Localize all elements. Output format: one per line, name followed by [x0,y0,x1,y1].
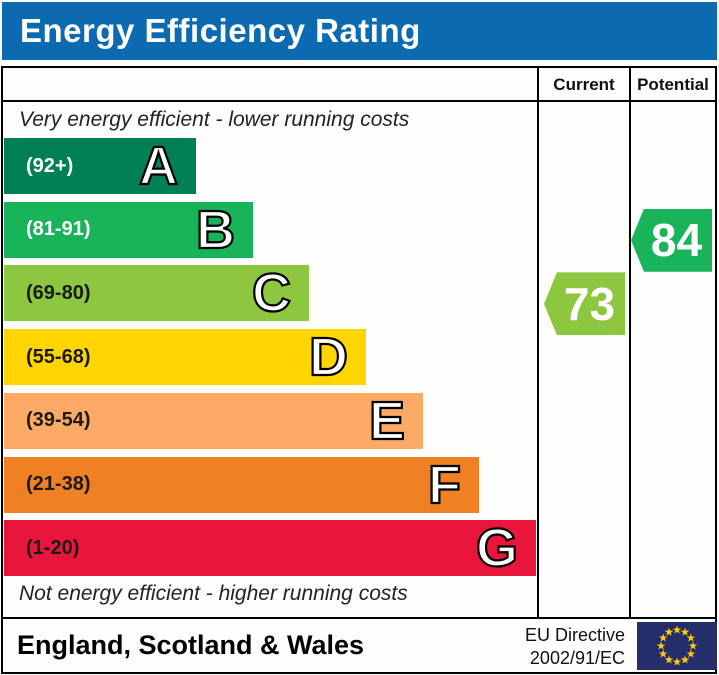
eu-flag-star [658,649,668,658]
bottom-caption: Not energy efficient - higher running co… [19,582,408,605]
band-letter: E [368,390,406,451]
band-row-a: (92+) A [4,136,196,196]
eu-flag-star [680,655,690,664]
eu-directive-line2: 2002/91/EC [529,647,625,668]
band-row-c: (69-80) C [4,263,309,324]
band-range-label: (39-54) [26,409,91,432]
band-letter: D [308,327,349,388]
eu-flag-star [658,633,668,642]
current-rating-value: 73 [563,277,616,330]
potential-column-header: Potential [637,75,709,94]
footer-region-label: England, Scotland & Wales [17,630,365,660]
eu-directive-line1: EU Directive [524,625,625,645]
title-bar: Energy Efficiency Rating [2,2,717,60]
eu-flag-icon [637,622,717,670]
current-rating-arrow: 73 [544,272,625,336]
eu-flag-star [664,627,674,636]
eu-flag-star [686,633,696,642]
eu-flag-star [672,657,682,666]
header-separator-line [3,100,715,102]
band-letter: F [427,454,462,515]
band-row-g: (1-20) G [4,518,536,579]
page-title: Energy Efficiency Rating [20,12,421,49]
eu-flag-star [664,655,674,664]
band-range-label: (81-91) [26,218,91,241]
current-column-divider [537,68,539,617]
potential-column-divider [629,68,631,617]
band-row-e: (39-54) E [4,390,423,451]
band-letter: B [195,199,236,260]
eu-directive-label: EU Directive 2002/91/EC [433,624,625,669]
band-letter: A [138,136,179,196]
band-letter: G [475,518,519,579]
band-row-b: (81-91) B [4,199,253,260]
band-range-label: (55-68) [26,345,91,368]
footer-separator-line [3,617,715,619]
eu-flag-star [656,641,666,650]
potential-rating-value: 84 [650,214,703,267]
band-range-label: (69-80) [26,281,91,304]
band-letter: C [251,263,292,324]
band-range-label: (1-20) [26,536,80,559]
band-range-label: (21-38) [26,473,91,495]
potential-rating-arrow: 84 [631,208,712,272]
band-range-label: (92+) [26,154,74,177]
eu-flag-star [672,625,682,634]
eu-flag-star [686,649,696,658]
current-column-header: Current [553,75,615,94]
eu-flag-star [688,641,698,650]
top-caption: Very energy efficient - lower running co… [19,108,410,131]
band-row-d: (55-68) D [4,327,366,388]
eu-flag-star [680,627,690,636]
band-row-f: (21-38) F [4,454,479,515]
chart-frame: Current Potential Very energy efficient … [1,66,717,674]
